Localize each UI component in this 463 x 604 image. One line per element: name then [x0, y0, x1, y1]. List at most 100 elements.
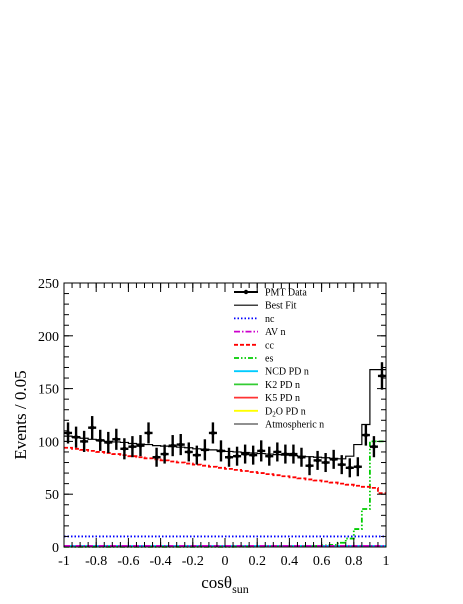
- legend-label: nc: [265, 314, 275, 325]
- y-tick-label: 150: [38, 383, 59, 398]
- x-tick-label: -0.6: [117, 554, 139, 569]
- x-axis-title: cosθsun: [201, 573, 248, 596]
- x-tick-label: 0.6: [313, 554, 331, 569]
- data-point-marker: [379, 373, 384, 378]
- data-point: [112, 428, 121, 450]
- data-point: [377, 362, 386, 390]
- hist-cc: [64, 446, 386, 495]
- data-point-marker: [371, 444, 376, 449]
- x-tick-label: 0: [222, 554, 229, 569]
- x-tick-label: 0.2: [248, 554, 266, 569]
- x-axis-ticks: -1 -0.8 -0.6 -0.4 -0.2 0 0.2 0.4 0.6 0.8 1: [58, 283, 390, 569]
- legend-label: Atmospheric n: [265, 420, 324, 431]
- legend-item: PMT Data: [234, 288, 307, 299]
- data-point-marker: [307, 463, 312, 468]
- legend-item: Atmospheric n: [234, 420, 324, 431]
- data-point-marker: [170, 443, 175, 448]
- data-point: [321, 453, 330, 473]
- data-point-marker: [202, 447, 207, 452]
- data-point-marker: [154, 455, 159, 460]
- data-point-marker: [291, 452, 296, 457]
- data-point-marker: [106, 440, 111, 445]
- data-point: [249, 445, 258, 465]
- legend-item: D2O PD n: [234, 406, 306, 418]
- y-tick-label: 0: [52, 541, 59, 556]
- data-point-marker: [363, 433, 368, 438]
- data-point-marker: [130, 444, 135, 449]
- data-point: [192, 445, 201, 465]
- data-point-marker: [162, 452, 167, 457]
- x-axis-title-main: cosθ: [201, 573, 232, 592]
- data-point-marker: [251, 453, 256, 458]
- data-point: [160, 444, 169, 464]
- data-point: [297, 447, 306, 467]
- data-point: [289, 444, 298, 464]
- data-point-marker: [146, 430, 151, 435]
- legend-label: K5 PD n: [265, 393, 300, 404]
- y-tick-label: 250: [38, 277, 59, 292]
- data-point-marker: [90, 425, 95, 430]
- data-point-marker: [259, 448, 264, 453]
- data-point: [88, 416, 97, 440]
- data-point: [144, 422, 153, 444]
- data-point: [313, 450, 322, 470]
- data-points: [64, 362, 386, 478]
- data-point-marker: [194, 453, 199, 458]
- data-point-marker: [186, 449, 191, 454]
- data-point: [176, 434, 185, 456]
- data-point: [369, 436, 378, 458]
- legend-label: NCD PD n: [265, 367, 309, 378]
- data-point-marker: [210, 430, 215, 435]
- data-point: [96, 429, 105, 451]
- data-point-marker: [275, 449, 280, 454]
- legend-label: K2 PD n: [265, 380, 300, 391]
- data-point: [104, 431, 113, 454]
- legend-item: K2 PD n: [234, 380, 300, 391]
- data-point-marker: [82, 439, 87, 444]
- legend-item: K5 PD n: [234, 393, 300, 404]
- data-point-marker: [283, 452, 288, 457]
- data-point: [216, 440, 225, 462]
- legend-item: nc: [234, 314, 275, 325]
- plot-frame: [63, 282, 387, 548]
- data-point-marker: [331, 457, 336, 462]
- data-point: [136, 435, 145, 457]
- x-axis-title-subscript: sun: [232, 582, 249, 596]
- x-tick-label: -0.2: [182, 554, 204, 569]
- data-point-marker: [98, 438, 103, 443]
- data-point-marker: [178, 442, 183, 447]
- x-tick-label: 0.8: [345, 554, 363, 569]
- data-point-marker: [299, 455, 304, 460]
- data-point-marker: [235, 454, 240, 459]
- data-point: [80, 430, 89, 452]
- data-point: [281, 444, 290, 464]
- data-point: [337, 455, 346, 475]
- x-tick-label: -1: [58, 554, 70, 569]
- data-point-marker: [347, 465, 352, 470]
- legend-item: NCD PD n: [234, 367, 309, 378]
- legend-label: cc: [265, 340, 274, 351]
- y-tick-label: 50: [45, 488, 59, 503]
- data-point-marker: [243, 452, 248, 457]
- data-point-marker: [323, 460, 328, 465]
- legend-label-pmt-data: PMT Data: [265, 288, 307, 299]
- data-point: [152, 447, 161, 467]
- legend-item: es: [234, 354, 273, 365]
- data-point: [361, 424, 370, 446]
- data-point: [225, 447, 234, 467]
- data-point: [64, 422, 73, 444]
- data-point: [168, 435, 177, 457]
- data-point-marker: [315, 458, 320, 463]
- legend-item: Best Fit: [234, 301, 297, 312]
- legend: PMT Data Best Fit nc AV n cc es NCD PD n K2 PD …: [234, 288, 324, 431]
- data-point: [208, 422, 217, 444]
- data-point: [200, 439, 209, 461]
- data-point: [72, 426, 81, 448]
- data-point-marker: [114, 437, 119, 442]
- data-point-marker: [122, 446, 127, 451]
- data-point: [120, 438, 129, 460]
- data-point-marker: [74, 435, 79, 440]
- legend-label: es: [265, 354, 273, 365]
- y-axis-ticks: 0 50 100 150 200 250: [38, 277, 386, 556]
